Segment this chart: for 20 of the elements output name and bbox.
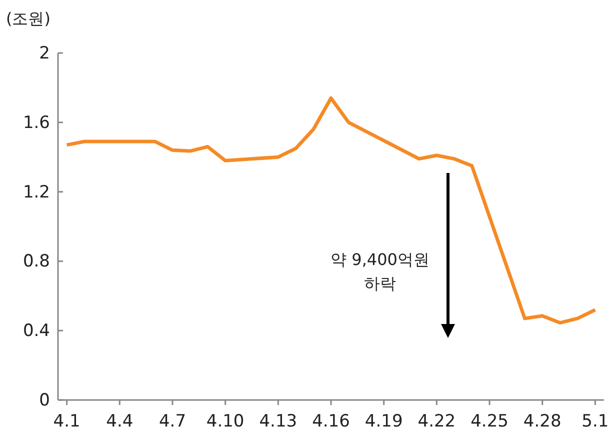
x-tick-label: 4.28 <box>523 412 562 432</box>
annotation: 약 9,400억원 하락 <box>330 250 430 293</box>
y-tick-label: 1.2 <box>22 182 50 202</box>
x-tick-label: 4.16 <box>312 412 350 432</box>
x-tick-label: 5.1 <box>582 412 608 432</box>
y-tick-label: 1.6 <box>22 112 50 133</box>
x-tick-label: 4.22 <box>418 412 456 432</box>
y-tick-label: 2 <box>39 43 50 64</box>
x-tick-label: 4.7 <box>158 412 186 432</box>
y-tick-label: 0 <box>39 390 50 410</box>
x-tick-label: 4.10 <box>206 412 244 432</box>
y-tick-label: 0.4 <box>22 321 50 342</box>
y-tick-label: 0.8 <box>22 252 50 272</box>
x-tick-label: 4.1 <box>53 412 80 432</box>
x-tick-label: 4.25 <box>470 412 508 432</box>
x-tick-label: 4.13 <box>259 412 298 432</box>
x-tick-label: 4.19 <box>364 412 403 432</box>
y-axis-title: (조원) <box>6 9 50 28</box>
x-tick-label: 4.4 <box>106 412 134 432</box>
line-series <box>65 96 597 325</box>
